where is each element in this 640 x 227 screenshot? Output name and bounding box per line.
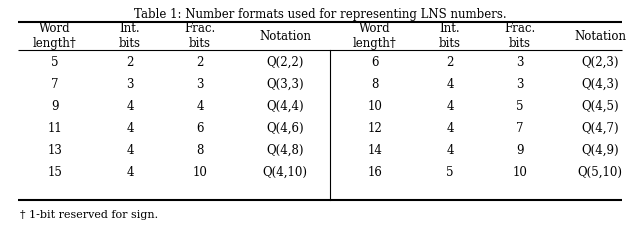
Text: 14: 14 (367, 143, 383, 156)
Text: 4: 4 (446, 121, 454, 135)
Text: Q(5,10): Q(5,10) (577, 165, 623, 178)
Text: 5: 5 (446, 165, 454, 178)
Text: 5: 5 (51, 55, 59, 69)
Text: 2: 2 (196, 55, 204, 69)
Text: † 1-bit reserved for sign.: † 1-bit reserved for sign. (20, 210, 158, 220)
Text: Int.
bits: Int. bits (119, 22, 141, 50)
Text: Int.
bits: Int. bits (439, 22, 461, 50)
Text: 7: 7 (51, 77, 59, 91)
Text: 11: 11 (47, 121, 62, 135)
Text: Q(4,9): Q(4,9) (581, 143, 619, 156)
Text: 4: 4 (126, 121, 134, 135)
Text: Q(4,3): Q(4,3) (581, 77, 619, 91)
Text: 10: 10 (367, 99, 383, 113)
Text: Q(2,2): Q(2,2) (266, 55, 304, 69)
Text: 4: 4 (446, 77, 454, 91)
Text: 10: 10 (513, 165, 527, 178)
Text: 8: 8 (196, 143, 204, 156)
Text: 4: 4 (446, 99, 454, 113)
Text: 10: 10 (193, 165, 207, 178)
Text: 3: 3 (516, 55, 524, 69)
Text: 9: 9 (51, 99, 59, 113)
Text: 7: 7 (516, 121, 524, 135)
Text: Word
length†: Word length† (353, 22, 397, 50)
Text: 3: 3 (516, 77, 524, 91)
Text: 8: 8 (371, 77, 379, 91)
Text: Q(4,6): Q(4,6) (266, 121, 304, 135)
Text: Word
length†: Word length† (33, 22, 77, 50)
Text: 15: 15 (47, 165, 63, 178)
Text: 13: 13 (47, 143, 63, 156)
Text: Notation: Notation (574, 30, 626, 42)
Text: 4: 4 (126, 143, 134, 156)
Text: 5: 5 (516, 99, 524, 113)
Text: Q(4,10): Q(4,10) (262, 165, 307, 178)
Text: Q(4,8): Q(4,8) (266, 143, 304, 156)
Text: 4: 4 (446, 143, 454, 156)
Text: Q(4,5): Q(4,5) (581, 99, 619, 113)
Text: 6: 6 (371, 55, 379, 69)
Text: Table 1: Number formats used for representing LNS numbers.: Table 1: Number formats used for represe… (134, 8, 506, 21)
Text: 3: 3 (126, 77, 134, 91)
Text: Notation: Notation (259, 30, 311, 42)
Text: Q(4,7): Q(4,7) (581, 121, 619, 135)
Text: 4: 4 (126, 165, 134, 178)
Text: 2: 2 (446, 55, 454, 69)
Text: Q(2,3): Q(2,3) (581, 55, 619, 69)
Text: 6: 6 (196, 121, 204, 135)
Text: 4: 4 (126, 99, 134, 113)
Text: Frac.
bits: Frac. bits (184, 22, 216, 50)
Text: Q(4,4): Q(4,4) (266, 99, 304, 113)
Text: 4: 4 (196, 99, 204, 113)
Text: 2: 2 (126, 55, 134, 69)
Text: Frac.
bits: Frac. bits (504, 22, 536, 50)
Text: 3: 3 (196, 77, 204, 91)
Text: 9: 9 (516, 143, 524, 156)
Text: 12: 12 (367, 121, 382, 135)
Text: Q(3,3): Q(3,3) (266, 77, 304, 91)
Text: 16: 16 (367, 165, 383, 178)
